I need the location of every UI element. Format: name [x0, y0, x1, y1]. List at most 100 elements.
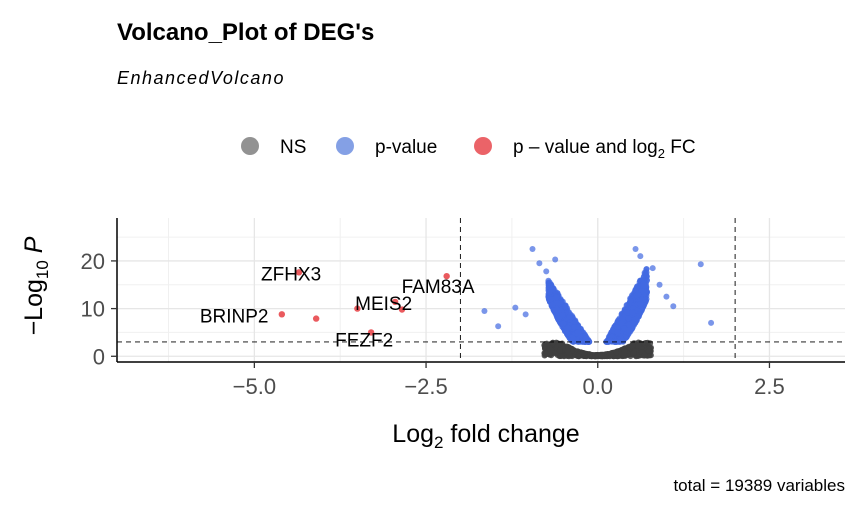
- p-value-point: [637, 253, 644, 260]
- p-value-point: [565, 325, 571, 332]
- legend-label: p – value and log2 FC: [513, 137, 696, 161]
- gene-label: FAM83A: [402, 277, 475, 298]
- x-tick-label: 2.5: [754, 374, 785, 399]
- gene-label: MEIS2: [355, 294, 412, 315]
- gene-label: ZFHX3: [261, 264, 321, 285]
- p-value-point: [629, 309, 636, 316]
- p-value-point: [642, 296, 649, 303]
- p-value-point: [621, 325, 628, 332]
- gene-labels: ZFHX3 FAM83A BRINP2 MEIS2 FEZF2: [200, 264, 475, 351]
- p-value-point: [554, 300, 561, 306]
- p-value-point: [546, 279, 553, 286]
- p-value-point: [632, 245, 639, 252]
- p-and-fc-point: [367, 329, 375, 336]
- gene-label: FEZF2: [335, 330, 393, 351]
- p-value-point: [553, 294, 560, 301]
- x-tick-label: −2.5: [404, 374, 447, 399]
- p-value-point: [623, 302, 630, 309]
- ns-point: [547, 347, 554, 354]
- ns-points: [541, 339, 654, 360]
- p-value-point: [627, 298, 634, 304]
- axes: [116, 218, 845, 363]
- p-value-point: [529, 245, 536, 252]
- ns-point: [600, 353, 607, 359]
- p-value-point: [625, 315, 632, 322]
- p-and-fc-point: [443, 272, 450, 280]
- p-value-point: [580, 338, 587, 345]
- y-axis-title: −Log10 P: [20, 236, 52, 335]
- p-value-point: [574, 329, 581, 336]
- ns-point: [635, 342, 642, 349]
- gene-label: BRINP2: [200, 306, 269, 327]
- p-value-point: [536, 260, 543, 267]
- p-value-point: [663, 293, 670, 300]
- p-and-fc-point: [354, 305, 361, 312]
- grid: [117, 218, 845, 362]
- p-value-point: [610, 327, 616, 334]
- p-value-point: [697, 261, 704, 268]
- ns-point: [552, 350, 559, 357]
- p-value-point: [634, 307, 641, 314]
- ns-point: [542, 341, 549, 347]
- x-tick-label: −5.0: [233, 374, 276, 399]
- ns-point: [586, 352, 593, 359]
- ns-point: [613, 349, 620, 356]
- ns-point: [645, 347, 652, 354]
- caption: total = 19389 variables: [673, 476, 845, 495]
- ns-point: [629, 342, 636, 349]
- p-value-point: [633, 316, 640, 322]
- p-and-fc-points: [278, 269, 450, 336]
- p-value-point: [642, 282, 649, 289]
- p-and-fc-point: [391, 298, 399, 306]
- ns-point: [556, 347, 563, 354]
- y-tick-label: 10: [81, 297, 105, 322]
- x-tick-label: 0.0: [582, 374, 613, 399]
- ns-point: [580, 350, 587, 357]
- p-value-point: [656, 281, 663, 288]
- p-value-point: [495, 323, 502, 330]
- ns-point: [608, 351, 615, 358]
- p-value-point: [614, 329, 621, 336]
- p-value-point: [613, 338, 620, 344]
- p-value-point: [562, 303, 569, 310]
- x-axis-title: Log2 fold change: [392, 420, 579, 452]
- ns-point: [557, 352, 564, 359]
- p-and-fc-point: [278, 311, 286, 318]
- legend-label: p-value: [375, 137, 437, 158]
- ns-point: [576, 353, 582, 360]
- legend-marker: [241, 137, 259, 155]
- p-value-point: [623, 334, 629, 341]
- legend-label: NS: [280, 137, 306, 158]
- p-and-fc-point: [398, 306, 406, 313]
- chart-subtitle: EnhancedVolcano: [117, 68, 285, 88]
- ticks: −5.0 −2.5 0.0 2.5 0 10 20: [81, 249, 785, 399]
- legend-marker: [336, 137, 354, 155]
- p-value-point: [617, 320, 624, 327]
- p-value-point: [551, 307, 558, 314]
- p-value-point: [634, 283, 641, 289]
- p-and-fc-point: [312, 315, 320, 322]
- p-value-point: [614, 324, 621, 331]
- p-value-point: [550, 286, 557, 293]
- ns-point: [630, 349, 637, 356]
- p-value-point: [606, 337, 613, 344]
- p-value-point: [637, 301, 644, 307]
- ns-point: [621, 347, 628, 353]
- legend: NS p-value p – value and log2 FC: [241, 137, 696, 161]
- ns-point: [647, 340, 654, 347]
- p-value-point: [708, 319, 715, 326]
- p-value-point: [649, 265, 656, 272]
- p-value-point: [559, 312, 566, 318]
- p-value-point: [642, 269, 649, 276]
- ns-point: [564, 348, 571, 354]
- p-value-point: [635, 291, 642, 298]
- p-value-point: [624, 309, 631, 316]
- p-and-fc-point: [295, 269, 303, 276]
- chart-title: Volcano_Plot of DEG's: [117, 19, 374, 46]
- y-tick-label: 20: [81, 249, 105, 274]
- p-value-point: [626, 321, 632, 328]
- p-value-point: [549, 301, 556, 308]
- cutoff-lines: [117, 218, 845, 362]
- ns-point: [641, 352, 648, 359]
